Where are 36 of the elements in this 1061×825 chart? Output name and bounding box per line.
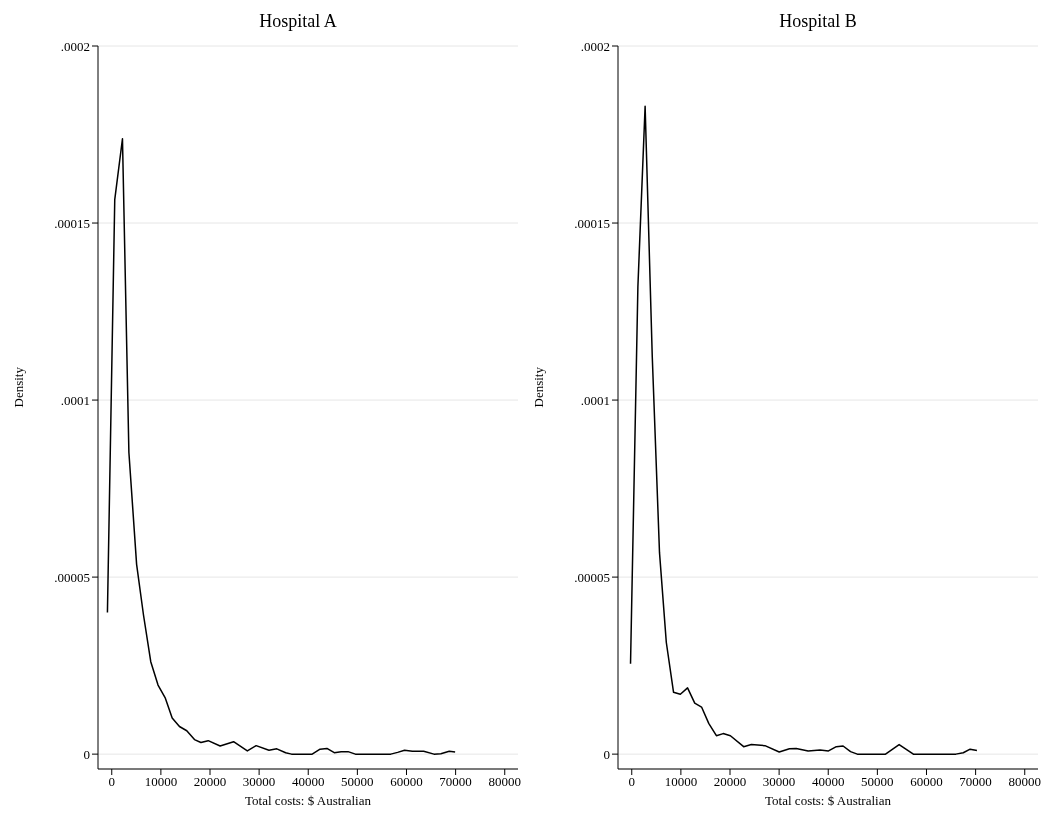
x-tick-label: 20000 — [193, 774, 227, 790]
y-tick-label: .0002 — [580, 38, 610, 54]
x-tick-label: 40000 — [292, 774, 325, 790]
x-tick-label: 30000 — [762, 774, 796, 790]
x-tick-label: 60000 — [910, 774, 943, 790]
line-series — [629, 105, 978, 755]
y-axis-title: Density — [530, 366, 546, 408]
chart-title: Hospital B — [778, 10, 858, 33]
x-tick-label: 50000 — [341, 774, 374, 790]
y-tick-label: .00015 — [54, 215, 90, 231]
x-tick-label: 70000 — [439, 774, 472, 790]
x-tick-label: 80000 — [1008, 774, 1041, 790]
x-tick-label: 0 — [108, 774, 115, 790]
x-tick-label: 50000 — [861, 774, 894, 790]
y-tick-label: .0001 — [60, 392, 90, 408]
x-tick-label: 20000 — [713, 774, 747, 790]
x-tick-label: 40000 — [812, 774, 845, 790]
x-tick-label: 80000 — [488, 774, 521, 790]
x-axis-title: Total costs: $ Australian — [765, 793, 892, 808]
chart-title: Hospital A — [258, 10, 338, 33]
x-axis-title: Total costs: $ Australian — [245, 793, 372, 808]
x-tick-label: 30000 — [242, 774, 276, 790]
y-axis-title: Density — [10, 366, 26, 408]
y-tick-label: .0002 — [60, 38, 90, 54]
y-tick-label: .00015 — [574, 215, 610, 231]
y-tick-label: .0001 — [580, 392, 610, 408]
x-tick-label: 70000 — [959, 774, 992, 790]
x-tick-label: 60000 — [390, 774, 423, 790]
x-tick-label: 10000 — [664, 774, 698, 790]
line-series — [106, 138, 456, 755]
y-tick-label: 0 — [603, 746, 610, 762]
x-tick-label: 0 — [628, 774, 635, 790]
x-tick-label: 10000 — [144, 774, 178, 790]
y-tick-label: .00005 — [574, 569, 610, 585]
y-tick-label: 0 — [83, 746, 90, 762]
y-tick-label: .00005 — [54, 569, 90, 585]
